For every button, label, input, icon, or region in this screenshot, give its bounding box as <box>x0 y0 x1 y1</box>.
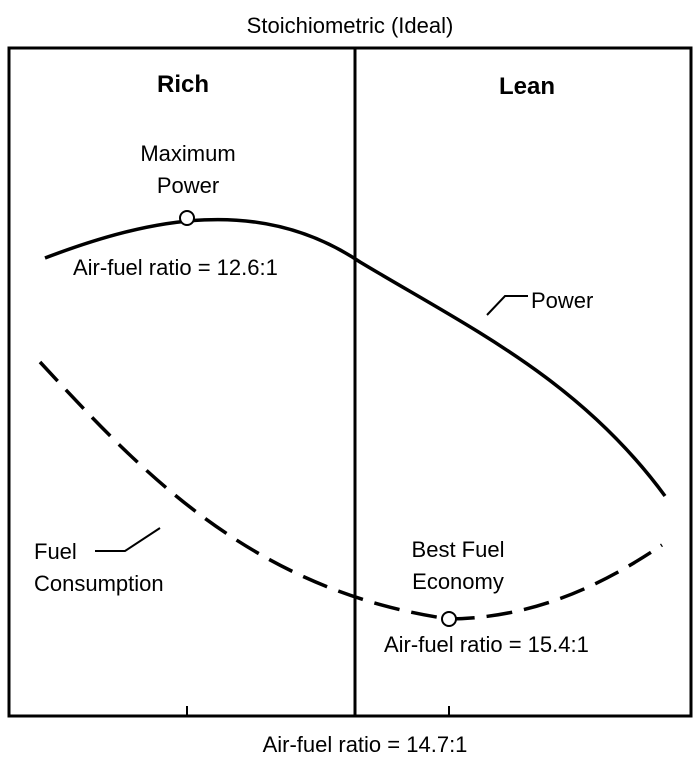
fuel-leader-line <box>95 527 161 552</box>
power-curve-label: Power <box>531 288 594 313</box>
region-lean-label: Lean <box>499 73 556 100</box>
diagram-title: Stoichiometric (Ideal) <box>246 13 454 38</box>
stoichiometric-ratio-label: Air-fuel ratio = 14.7:1 <box>262 732 468 757</box>
best-economy-marker <box>441 611 457 627</box>
best-economy-label-line2: Economy <box>412 569 504 594</box>
best-economy-ratio-label: Air-fuel ratio = 15.4:1 <box>384 632 589 657</box>
max-power-label-line1: Maximum <box>140 141 236 166</box>
max-power-marker <box>179 210 195 226</box>
fuel-consumption-curve <box>38 360 663 621</box>
best-economy-label-line1: Best Fuel <box>411 537 505 562</box>
power-curve <box>44 217 667 498</box>
max-power-ratio-label: Air-fuel ratio = 12.6:1 <box>73 255 278 280</box>
region-rich-label: Rich <box>157 71 210 98</box>
diagram-frame <box>7 46 693 718</box>
fuel-label-line1: Fuel <box>34 539 77 564</box>
power-leader-line <box>486 295 528 316</box>
max-power-label-line2: Power <box>156 173 220 198</box>
fuel-label-line2: Consumption <box>34 571 164 596</box>
